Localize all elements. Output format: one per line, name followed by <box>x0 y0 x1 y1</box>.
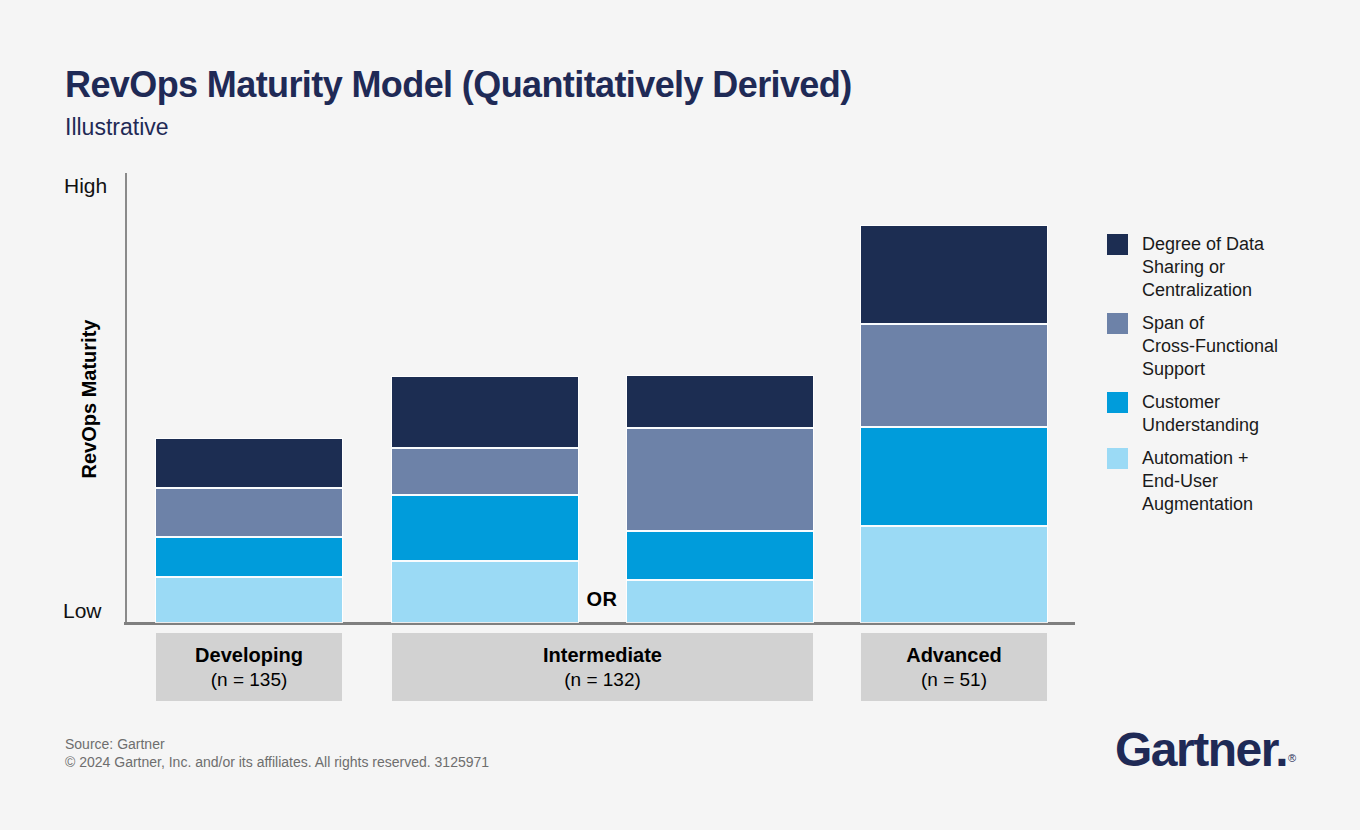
registered-trademark-icon: ® <box>1288 752 1296 764</box>
bar-segment <box>156 536 342 576</box>
source-line: Source: Gartner <box>65 735 489 753</box>
legend-swatch-icon <box>1107 234 1128 255</box>
chart-legend: Degree of DataSharing orCentralization Sp… <box>1107 233 1317 516</box>
bar-segment <box>392 560 578 622</box>
bar-segment <box>392 494 578 560</box>
bar-segment <box>627 376 813 427</box>
bar-segment <box>861 226 1047 323</box>
bar-segment <box>627 530 813 579</box>
infographic-canvas: RevOps Maturity Model (Quantitatively De… <box>0 0 1360 830</box>
page-subtitle: Illustrative <box>65 114 169 141</box>
group-sample-size: (n = 51) <box>921 668 987 692</box>
group-box-intermediate: Intermediate (n = 132) <box>392 633 813 701</box>
bar-segment <box>627 427 813 530</box>
y-axis-label: RevOps Maturity <box>78 175 110 623</box>
group-sample-size: (n = 135) <box>211 668 288 692</box>
legend-label: CustomerUnderstanding <box>1142 391 1259 437</box>
or-label: OR <box>578 588 626 611</box>
stacked-bar-advanced-4 <box>861 226 1047 622</box>
stacked-bar-developing-1 <box>156 439 342 622</box>
bar-segment <box>627 579 813 622</box>
logo-wordmark: Gartner <box>1115 723 1275 776</box>
legend-item: Automation +End-UserAugmentation <box>1107 447 1317 516</box>
bar-segment <box>861 323 1047 426</box>
page-title: RevOps Maturity Model (Quantitatively De… <box>65 64 852 106</box>
legend-item: Span ofCross-FunctionalSupport <box>1107 312 1317 381</box>
legend-label: Automation +End-UserAugmentation <box>1142 447 1253 516</box>
footer: Source: Gartner © 2024 Gartner, Inc. and… <box>65 735 489 771</box>
bar-segment <box>861 525 1047 622</box>
group-label: Advanced <box>906 643 1002 668</box>
bar-segment <box>156 487 342 536</box>
group-label: Intermediate <box>543 643 662 668</box>
logo-period: . <box>1275 723 1287 776</box>
bar-segment <box>392 377 578 447</box>
bar-segment <box>861 426 1047 525</box>
legend-item: CustomerUnderstanding <box>1107 391 1317 437</box>
bar-segment <box>156 439 342 487</box>
x-axis-line <box>124 622 1075 625</box>
stacked-bar-intermediate-2 <box>392 377 578 622</box>
legend-swatch-icon <box>1107 392 1128 413</box>
bar-segment <box>392 447 578 494</box>
legend-label: Degree of DataSharing orCentralization <box>1142 233 1264 302</box>
group-sample-size: (n = 132) <box>564 668 641 692</box>
y-axis-line <box>125 173 127 623</box>
stacked-bar-intermediate-3 <box>627 376 813 622</box>
bar-segment <box>156 576 342 622</box>
group-box-advanced: Advanced (n = 51) <box>861 633 1047 701</box>
gartner-logo: Gartner.® <box>1115 722 1296 777</box>
group-label: Developing <box>195 643 303 668</box>
legend-item: Degree of DataSharing orCentralization <box>1107 233 1317 302</box>
copyright-line: © 2024 Gartner, Inc. and/or its affiliat… <box>65 753 489 771</box>
group-box-developing: Developing (n = 135) <box>156 633 342 701</box>
legend-label: Span ofCross-FunctionalSupport <box>1142 312 1278 381</box>
legend-swatch-icon <box>1107 448 1128 469</box>
legend-swatch-icon <box>1107 313 1128 334</box>
